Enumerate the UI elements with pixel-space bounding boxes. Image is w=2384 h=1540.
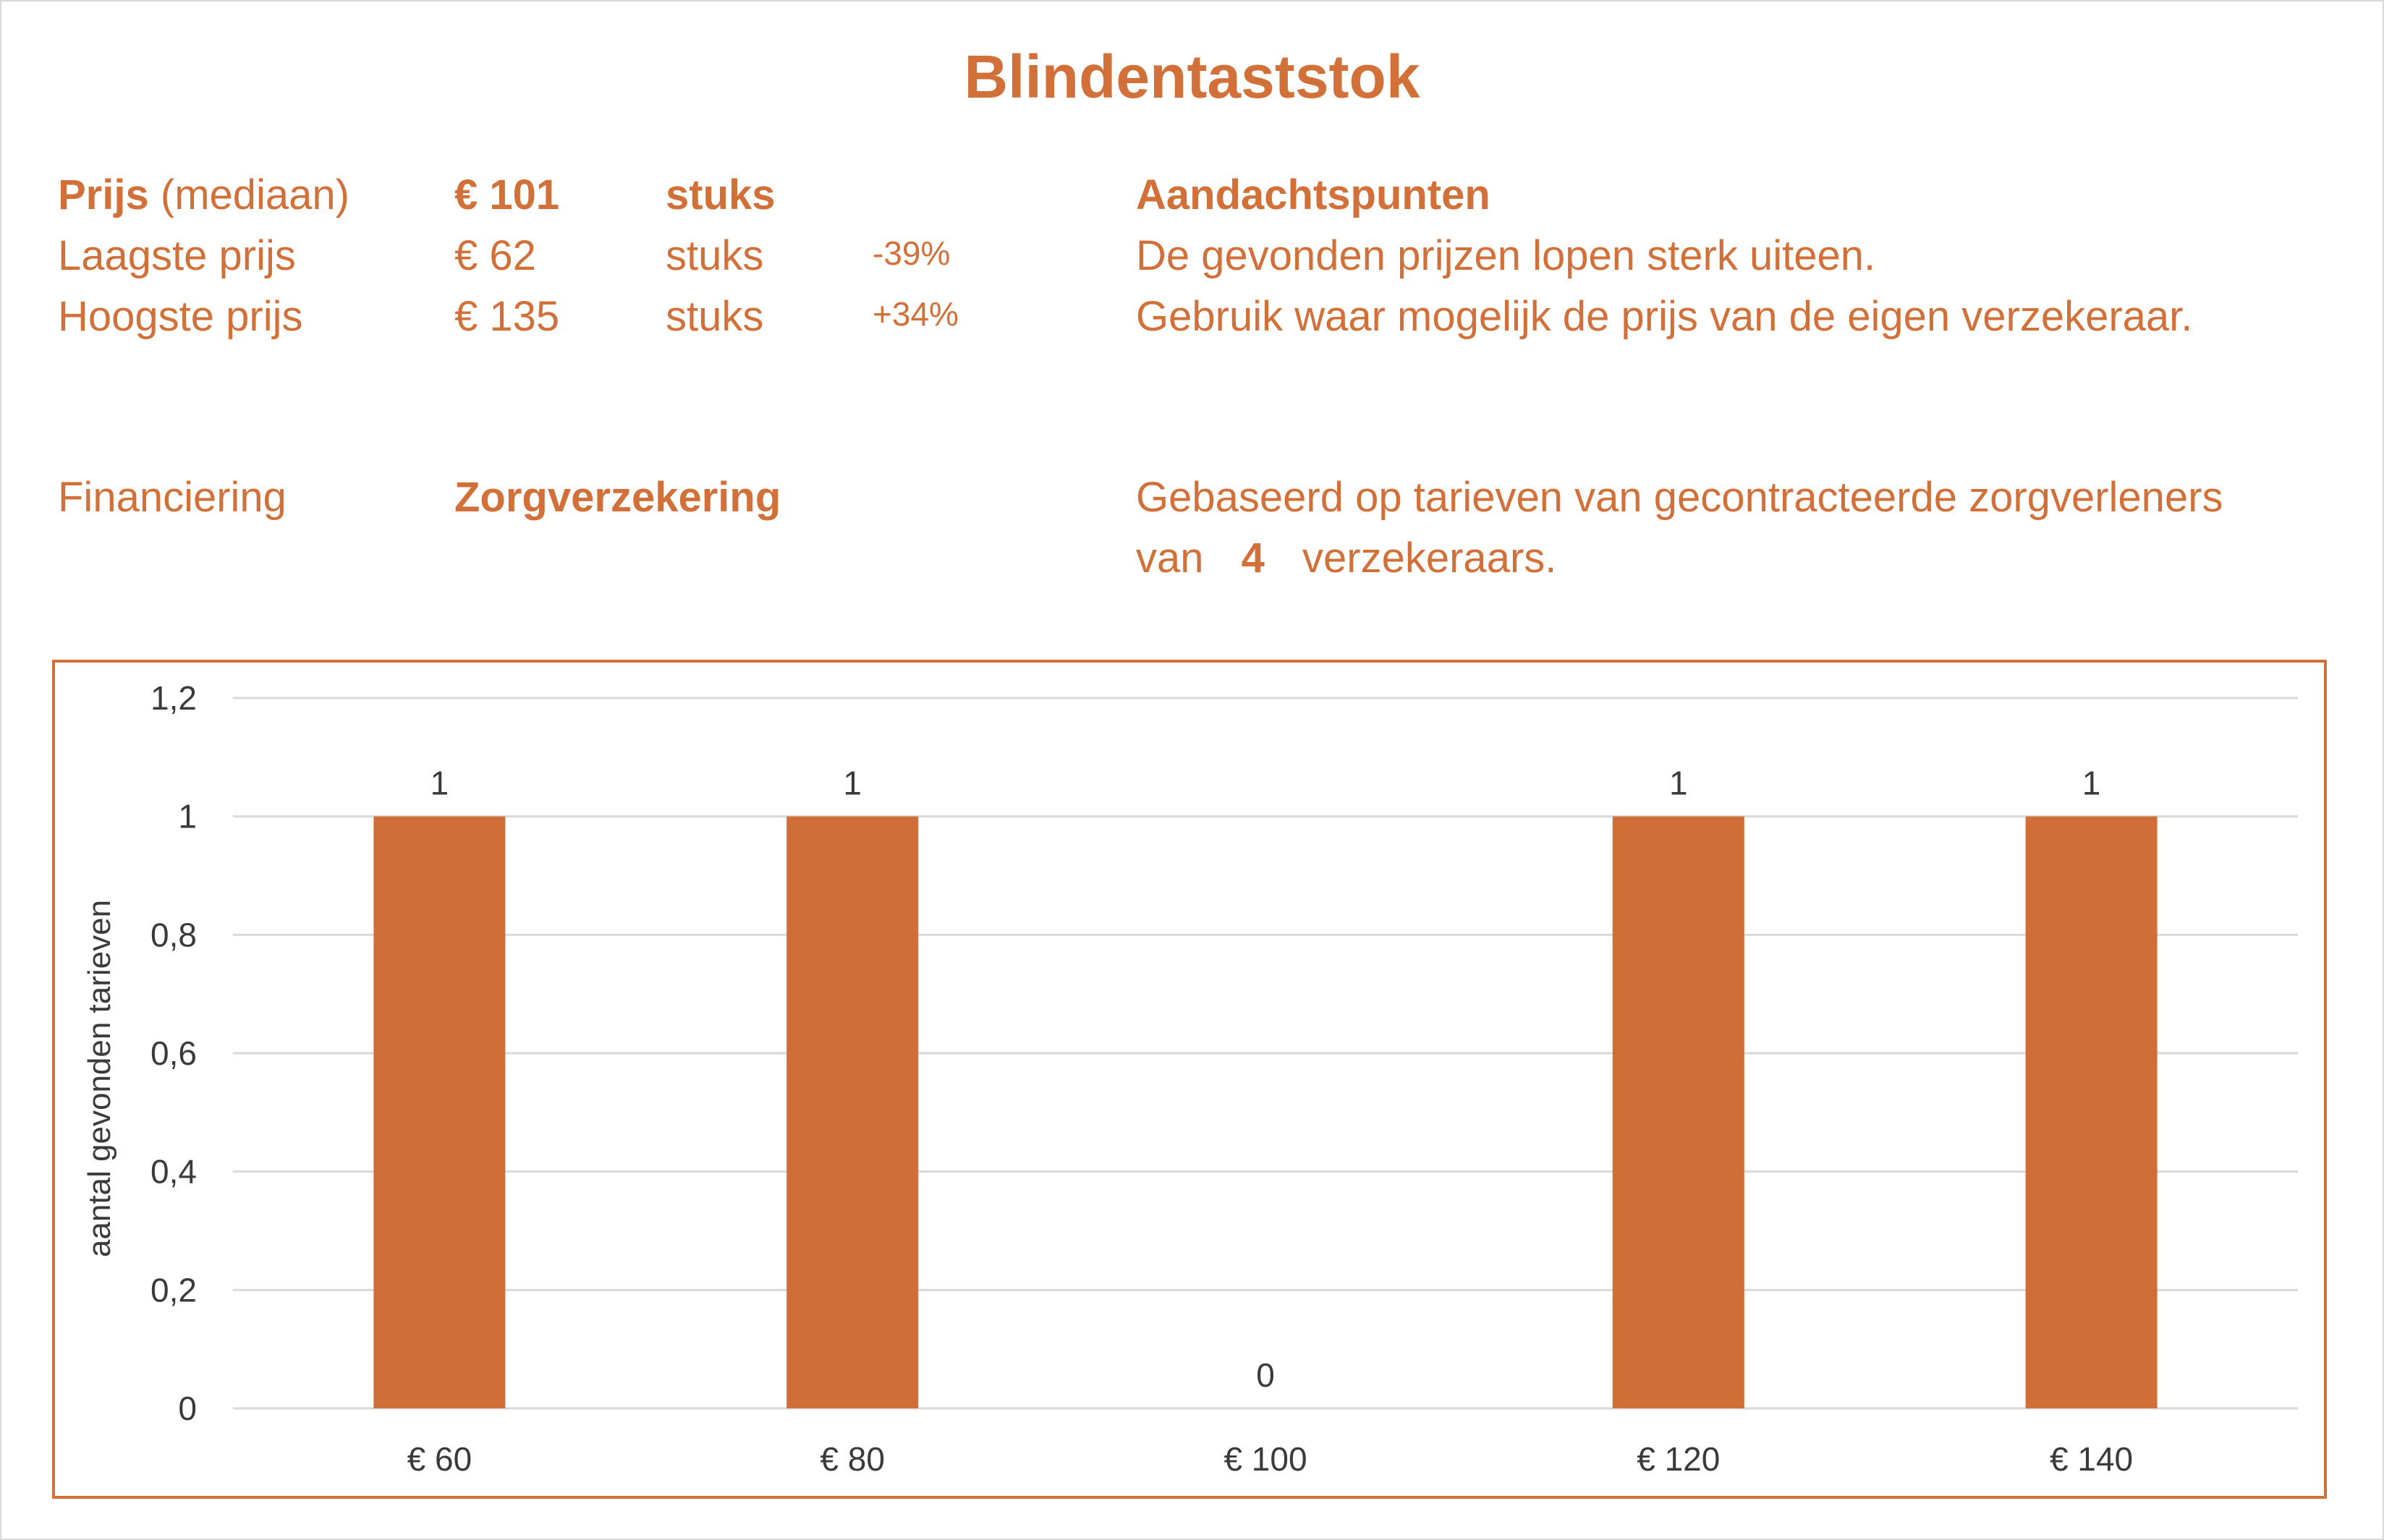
notes-heading: Aandachtspunten bbox=[1136, 171, 1490, 218]
y-tick-label: 0,8 bbox=[150, 916, 197, 953]
basis-line-2: van 4 verzekeraars. bbox=[1136, 528, 1556, 589]
x-tick-label: € 140 bbox=[2050, 1440, 2133, 1478]
high-label: Hoogste prijs bbox=[58, 293, 303, 340]
high-value: € 135 bbox=[454, 293, 560, 340]
financing-label: Financiering bbox=[58, 474, 287, 521]
y-tick-label: 1 bbox=[178, 798, 197, 835]
median-unit: stuks bbox=[666, 171, 776, 218]
high-unit: stuks bbox=[666, 293, 764, 340]
bar bbox=[786, 816, 919, 1408]
y-tick-label: 0,4 bbox=[150, 1153, 197, 1191]
low-value: € 62 bbox=[454, 232, 536, 279]
y-tick-label: 0,6 bbox=[150, 1034, 197, 1072]
x-tick-labels: € 60 € 80 € 100 € 120 € 140 bbox=[407, 1440, 2134, 1478]
median-label: Prijs bbox=[58, 171, 149, 218]
financing-value: Zorgverzekering bbox=[454, 474, 781, 521]
x-tick-label: € 80 bbox=[820, 1440, 885, 1478]
y-tick-labels: 0 0,2 0,4 0,6 0,8 1 1,2 bbox=[150, 679, 197, 1427]
data-label: 1 bbox=[2082, 765, 2101, 802]
bar bbox=[1612, 816, 1744, 1408]
page-title: Blindentaststok bbox=[964, 43, 1420, 111]
bar bbox=[2025, 816, 2158, 1408]
notes-line-2: Gebruik waar mogelijk de prijs van de ei… bbox=[1136, 293, 2193, 340]
median-sub: (mediaan) bbox=[160, 171, 349, 218]
data-label: 1 bbox=[1669, 765, 1688, 802]
median-label-group: Prijs (mediaan) bbox=[58, 165, 349, 226]
data-label: 0 bbox=[1256, 1356, 1275, 1394]
data-labels: 1 1 0 1 1 bbox=[430, 765, 2101, 1394]
data-label: 1 bbox=[430, 765, 449, 802]
low-pct: -39% bbox=[873, 234, 951, 272]
x-tick-label: € 100 bbox=[1223, 1440, 1307, 1478]
chart-frame bbox=[52, 660, 2327, 1499]
data-label: 1 bbox=[843, 765, 862, 802]
low-unit: stuks bbox=[666, 232, 764, 279]
notes-line-1: De gevonden prijzen lopen sterk uiteen. bbox=[1136, 232, 1876, 279]
y-tick-label: 0 bbox=[178, 1390, 197, 1427]
bars bbox=[373, 816, 2158, 1408]
x-tick-label: € 120 bbox=[1637, 1440, 1720, 1478]
basis-suffix: verzekeraars. bbox=[1302, 535, 1557, 582]
x-tick-label: € 60 bbox=[407, 1440, 472, 1478]
basis-count: 4 bbox=[1241, 535, 1265, 582]
median-value: € 101 bbox=[454, 171, 560, 218]
high-pct: +34% bbox=[873, 295, 959, 333]
gridlines bbox=[233, 697, 2298, 1410]
basis-line-1: Gebaseerd op tarieven van gecontracteerd… bbox=[1136, 474, 2223, 521]
y-tick-label: 1,2 bbox=[150, 679, 197, 717]
bar bbox=[373, 816, 506, 1408]
basis-van: van bbox=[1136, 535, 1204, 582]
low-label: Laagste prijs bbox=[58, 232, 296, 279]
y-tick-label: 0,2 bbox=[150, 1271, 197, 1309]
y-axis-label: aantal gevonden tarieven bbox=[82, 900, 117, 1257]
